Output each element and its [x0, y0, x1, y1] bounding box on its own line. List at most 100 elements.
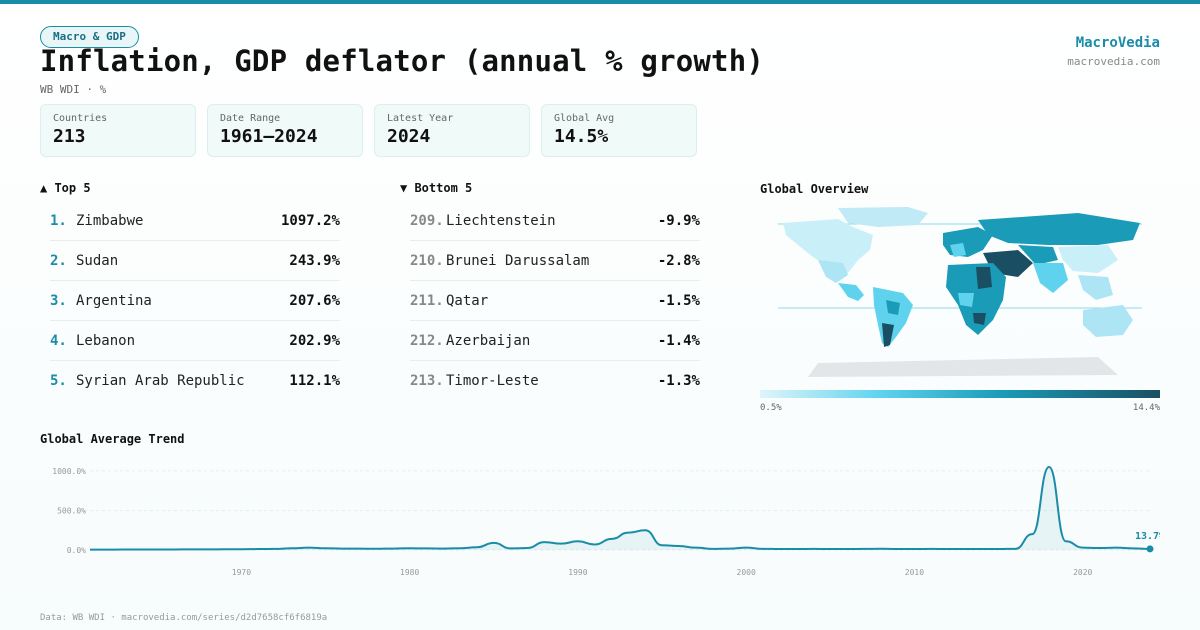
trend-heading: Global Average Trend — [40, 432, 185, 446]
country-name: Brunei Darussalam — [446, 252, 590, 269]
map-region-western-europe[interactable] — [950, 243, 966, 257]
map-region-central-america[interactable] — [838, 283, 864, 301]
bottom5-list: 209. Liechtenstein -9.9% 210. Brunei Dar… — [410, 201, 700, 401]
map-region-europe[interactable] — [943, 227, 993, 257]
brand-name[interactable]: MacroVedia — [1075, 35, 1160, 51]
top5-list: 1. Zimbabwe 1097.2% 2. Sudan 243.9% 3. A… — [50, 201, 340, 401]
map-heading: Global Overview — [760, 182, 869, 196]
list-item[interactable]: 3. Argentina 207.6% — [50, 281, 340, 321]
stat-value: 2024 — [387, 126, 431, 147]
rank-number: 1. — [50, 212, 67, 229]
map-region-sudan[interactable] — [976, 267, 992, 289]
list-item[interactable]: 211. Qatar -1.5% — [410, 281, 700, 321]
rank-number: 210. — [410, 252, 444, 269]
list-item[interactable]: 2. Sudan 243.9% — [50, 241, 340, 281]
top-accent-bar — [0, 0, 1200, 4]
global-trend-line-chart[interactable]: 0.0% 500.0% 1000.0% 1970 1980 1990 2000 2010 202… — [40, 455, 1160, 585]
map-region-usa[interactable] — [818, 260, 848, 283]
stat-card-countries: Countries 213 — [40, 104, 196, 157]
country-value: 207.6% — [289, 292, 340, 309]
map-region-antarctica — [808, 357, 1118, 377]
rank-number: 209. — [410, 212, 444, 229]
rank-number: 5. — [50, 373, 67, 389]
country-name: Liechtenstein — [446, 212, 556, 229]
trend-end-label: 13.7% — [1135, 531, 1160, 542]
x-tick-label: 2020 — [1073, 568, 1092, 577]
brand[interactable]: MacroVedia macrovedia.com — [1067, 35, 1160, 68]
map-region-argentina[interactable] — [882, 323, 894, 347]
stat-card-global-avg: Global Avg 14.5% — [541, 104, 697, 157]
list-item[interactable]: 212. Azerbaijan -1.4% — [410, 321, 700, 361]
y-tick-label: 500.0% — [57, 506, 86, 515]
country-value: -9.9% — [657, 212, 700, 229]
map-region-east-asia[interactable] — [1058, 245, 1118, 273]
country-name: Zimbabwe — [76, 212, 144, 229]
stat-value: 14.5% — [554, 126, 609, 147]
country-value: -1.3% — [657, 373, 700, 389]
map-region-russia[interactable] — [978, 213, 1140, 245]
country-value: 202.9% — [289, 332, 340, 349]
stat-label: Countries — [53, 113, 108, 124]
country-value: -2.8% — [657, 252, 700, 269]
stat-card-date-range: Date Range 1961–2024 — [207, 104, 363, 157]
trend-line — [90, 465, 1151, 551]
trend-area — [90, 466, 1150, 550]
country-value: 1097.2% — [280, 212, 340, 229]
map-legend-gradient — [760, 390, 1160, 398]
stat-value: 1961–2024 — [220, 126, 318, 147]
stat-value: 213 — [53, 126, 86, 147]
top5-heading: ▲ Top 5 — [40, 181, 91, 195]
map-region-central-asia[interactable] — [1018, 245, 1058, 265]
country-name: Qatar — [446, 292, 489, 309]
x-tick-label: 2000 — [737, 568, 756, 577]
country-name: Argentina — [76, 292, 152, 309]
map-region-southeast-asia[interactable] — [1078, 275, 1113, 300]
map-region-south-america[interactable] — [873, 287, 913, 347]
x-tick-label: 1990 — [568, 568, 587, 577]
map-region-north-america[interactable] — [783, 219, 873, 277]
y-tick-label: 1000.0% — [52, 467, 86, 476]
stat-label: Global Avg — [554, 113, 615, 124]
list-item[interactable]: 209. Liechtenstein -9.9% — [410, 201, 700, 241]
country-name: Lebanon — [76, 332, 136, 349]
map-region-africa[interactable] — [946, 263, 1006, 335]
rank-number: 4. — [50, 332, 67, 349]
stat-label: Latest Year — [387, 113, 454, 124]
country-name: Syrian Arab Republic — [76, 373, 245, 389]
brand-url[interactable]: macrovedia.com — [1067, 55, 1160, 68]
stat-label: Date Range — [220, 113, 281, 124]
footer-source: Data: WB WDI · macrovedia.com/series/d2d… — [40, 613, 328, 623]
x-tick-label: 1980 — [400, 568, 419, 577]
rank-number: 3. — [50, 292, 67, 309]
map-region-south-asia[interactable] — [1033, 263, 1068, 293]
list-item[interactable]: 5. Syrian Arab Republic 112.1% — [50, 361, 340, 401]
rank-number: 213. — [410, 373, 444, 389]
rank-number: 211. — [410, 292, 444, 309]
country-name: Sudan — [76, 252, 119, 269]
map-region-central-africa[interactable] — [958, 293, 974, 307]
country-name: Azerbaijan — [446, 332, 531, 349]
map-region-australia[interactable] — [1083, 305, 1133, 337]
country-value: -1.4% — [657, 332, 700, 349]
bottom5-heading: ▼ Bottom 5 — [400, 181, 473, 195]
map-region-greenland[interactable] — [838, 207, 928, 227]
map-region-zimbabwe[interactable] — [973, 313, 986, 325]
list-item[interactable]: 4. Lebanon 202.9% — [50, 321, 340, 361]
country-name: Timor-Leste — [446, 373, 539, 389]
country-value: 112.1% — [289, 373, 340, 389]
list-item[interactable]: 1. Zimbabwe 1097.2% — [50, 201, 340, 241]
rank-number: 2. — [50, 252, 67, 269]
map-legend-max: 14.4% — [1132, 403, 1160, 413]
page-title: Inflation, GDP deflator (annual % growth… — [40, 44, 765, 78]
country-value: -1.5% — [657, 292, 700, 309]
world-choropleth-map[interactable] — [778, 205, 1142, 380]
page-subtitle: WB WDI · % — [40, 83, 107, 96]
x-tick-label: 1970 — [232, 568, 251, 577]
rank-number: 212. — [410, 332, 444, 349]
category-badge[interactable]: Macro & GDP — [40, 26, 139, 48]
list-item[interactable]: 210. Brunei Darussalam -2.8% — [410, 241, 700, 281]
country-value: 243.9% — [289, 252, 340, 269]
map-region-brazil-center[interactable] — [886, 300, 900, 315]
y-tick-label: 0.0% — [67, 546, 86, 555]
list-item[interactable]: 213. Timor-Leste -1.3% — [410, 361, 700, 401]
